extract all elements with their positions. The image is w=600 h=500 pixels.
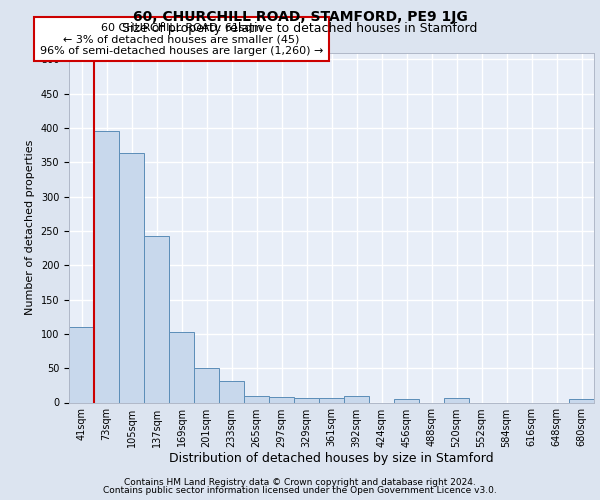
Text: Size of property relative to detached houses in Stamford: Size of property relative to detached ho… <box>122 22 478 35</box>
Bar <box>194 368 219 402</box>
Bar <box>269 397 294 402</box>
Bar <box>294 398 319 402</box>
Bar <box>319 398 344 402</box>
Bar <box>344 396 369 402</box>
Bar <box>144 236 169 402</box>
Bar <box>219 381 244 402</box>
Bar <box>569 399 594 402</box>
Text: 60, CHURCHILL ROAD, STAMFORD, PE9 1JG: 60, CHURCHILL ROAD, STAMFORD, PE9 1JG <box>133 10 467 24</box>
Bar <box>119 154 144 402</box>
Text: 60 CHURCHILL ROAD: 61sqm
← 3% of detached houses are smaller (45)
96% of semi-de: 60 CHURCHILL ROAD: 61sqm ← 3% of detache… <box>40 22 323 56</box>
X-axis label: Distribution of detached houses by size in Stamford: Distribution of detached houses by size … <box>169 452 494 466</box>
Bar <box>444 398 469 402</box>
Bar <box>244 396 269 402</box>
Bar <box>169 332 194 402</box>
Bar <box>394 399 419 402</box>
Text: Contains public sector information licensed under the Open Government Licence v3: Contains public sector information licen… <box>103 486 497 495</box>
Y-axis label: Number of detached properties: Number of detached properties <box>25 140 35 315</box>
Bar <box>69 327 94 402</box>
Bar <box>94 132 119 402</box>
Text: Contains HM Land Registry data © Crown copyright and database right 2024.: Contains HM Land Registry data © Crown c… <box>124 478 476 487</box>
